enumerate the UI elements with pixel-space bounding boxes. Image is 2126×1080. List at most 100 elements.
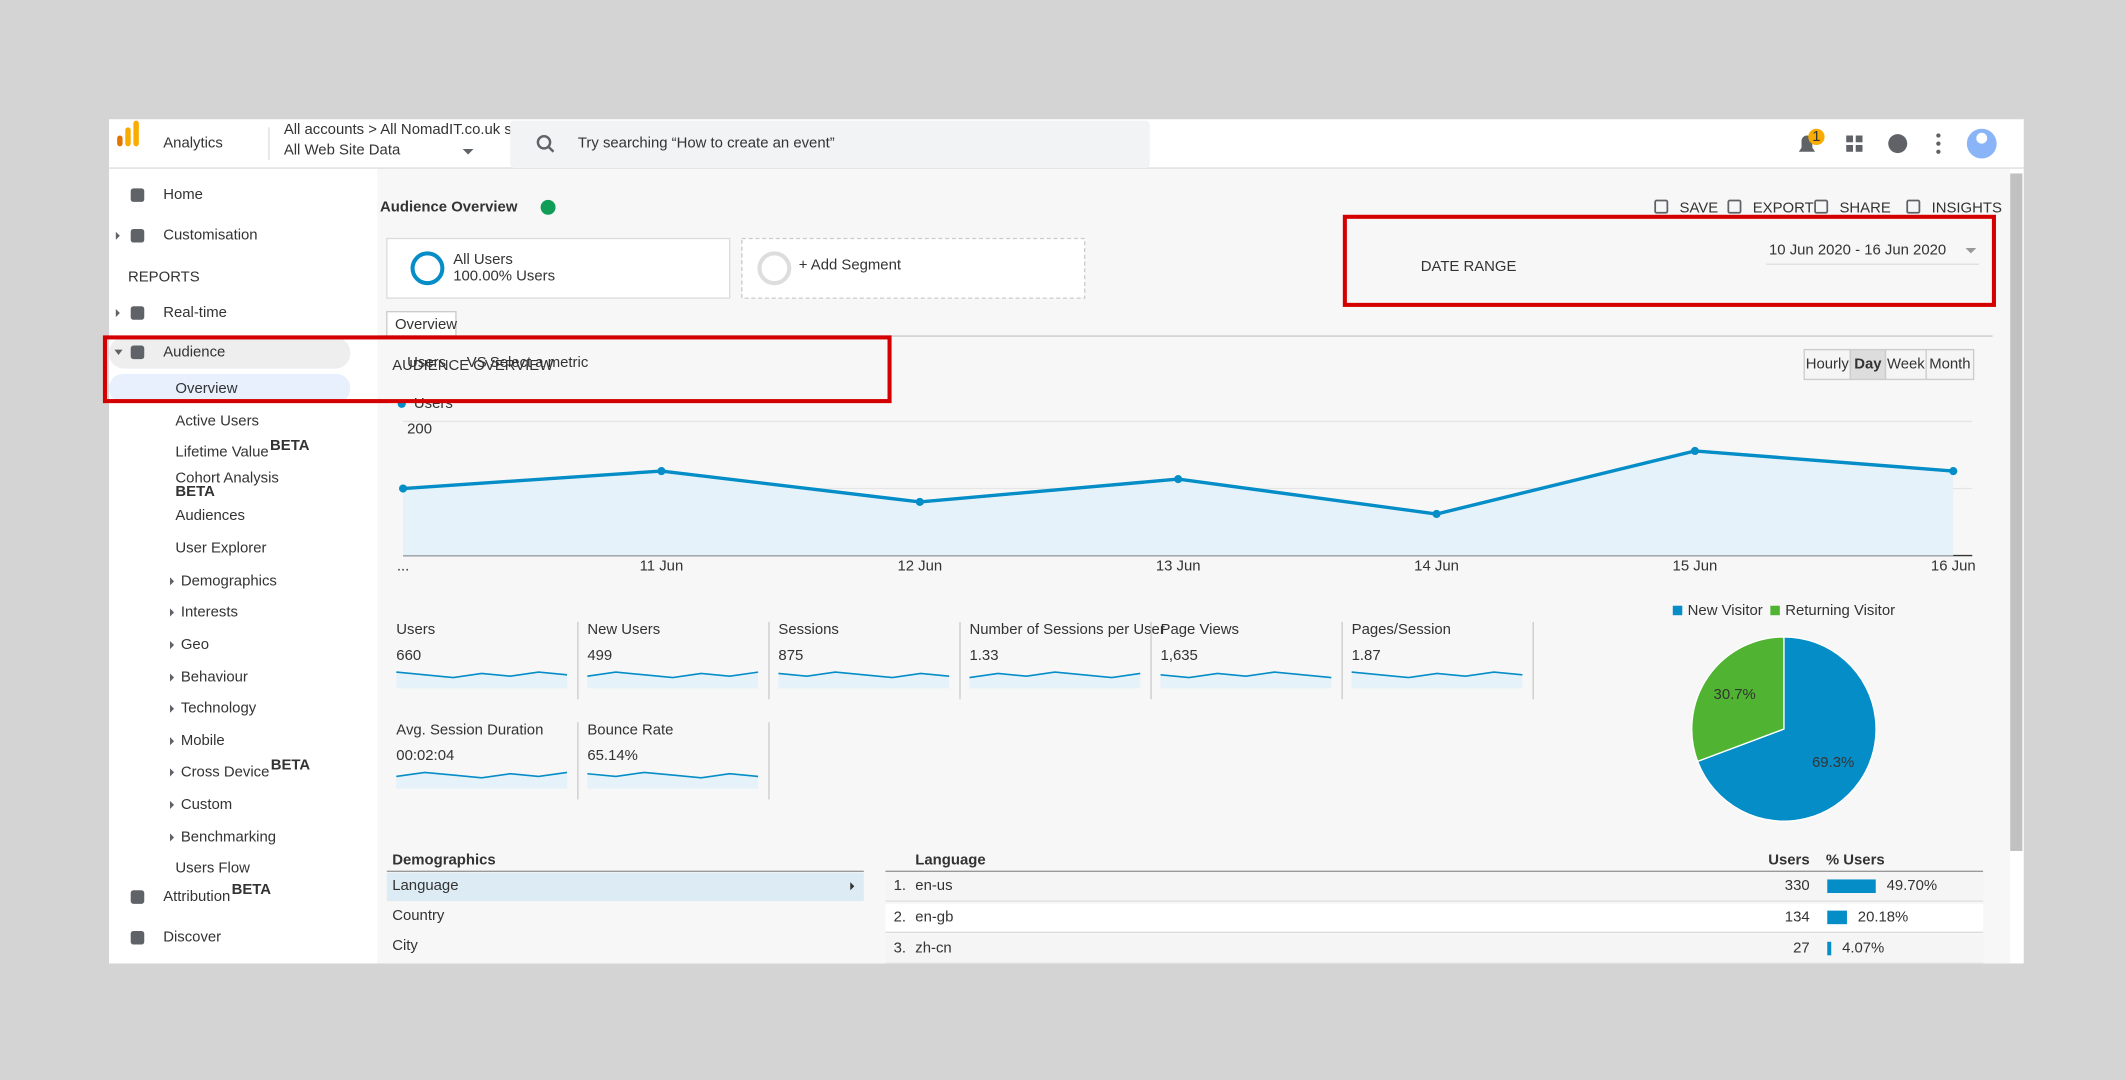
- nav-caret: [170, 704, 175, 713]
- nav-item[interactable]: Benchmarking: [181, 829, 276, 845]
- apps-icon: [1855, 144, 1863, 152]
- granularity-label: Hourly: [1806, 356, 1850, 372]
- percent-bar: [1827, 910, 1847, 925]
- sparkline: [396, 671, 568, 679]
- column-header: Language: [915, 852, 985, 868]
- segment-name: All Users: [453, 252, 513, 268]
- nav-item[interactable]: Real-time: [163, 305, 227, 321]
- nav-item[interactable]: Audience: [163, 344, 225, 360]
- granularity-button[interactable]: [1803, 348, 1851, 381]
- metric-selector[interactable]: Users: [407, 355, 446, 371]
- breadcrumb[interactable]: All accounts > All NomadIT.co.uk sites: [284, 122, 535, 138]
- point: [915, 497, 924, 506]
- nav-item[interactable]: Mobile: [181, 733, 225, 749]
- nav-icon: [130, 345, 145, 360]
- action-button[interactable]: SAVE: [1680, 201, 1719, 217]
- granularity-button[interactable]: [1925, 348, 1975, 381]
- language-link[interactable]: zh-cn: [915, 940, 951, 956]
- nav-caret: [115, 231, 120, 240]
- action-icon: [1727, 199, 1742, 214]
- apps-icon: [1855, 135, 1863, 143]
- app-name: Analytics: [163, 136, 223, 152]
- nav-item[interactable]: Custom: [181, 797, 232, 813]
- nav-item[interactable]: Discover: [163, 930, 221, 946]
- demographic-link[interactable]: City: [392, 938, 418, 954]
- metric-label: Page Views: [1161, 622, 1239, 638]
- nav-item[interactable]: User Explorer: [175, 541, 266, 557]
- action-button[interactable]: SHARE: [1839, 201, 1890, 217]
- nav-item[interactable]: Active Users: [175, 413, 259, 429]
- language-link[interactable]: en-gb: [915, 909, 953, 925]
- percent-label: 20.18%: [1858, 909, 1909, 925]
- point: [1949, 467, 1958, 476]
- metric-label: Sessions: [778, 622, 838, 638]
- search-box[interactable]: [510, 120, 1150, 169]
- table-row: [885, 903, 1984, 933]
- action-icon: [1654, 199, 1669, 214]
- property-selector[interactable]: All Web Site Data: [284, 142, 401, 158]
- more-icon: [1936, 149, 1941, 154]
- users-count: 330: [1785, 878, 1810, 894]
- nav-item[interactable]: Home: [163, 187, 203, 203]
- search-placeholder: Try searching “How to create an event”: [578, 136, 835, 152]
- metric-label: Number of Sessions per User: [969, 622, 1164, 638]
- pie-slice: [1696, 636, 1877, 822]
- overview-highlight: [109, 374, 351, 403]
- x-tick-label: 11 Jun: [640, 558, 684, 574]
- nav-item[interactable]: Lifetime Value: [175, 445, 268, 461]
- demographic-link[interactable]: Country: [392, 908, 445, 924]
- action-button[interactable]: INSIGHTS: [1932, 201, 2002, 217]
- nav-item[interactable]: Customisation: [163, 228, 257, 244]
- more-icon: [1936, 141, 1941, 146]
- nav-item[interactable]: Technology: [181, 701, 257, 717]
- point: [1690, 446, 1699, 456]
- segment-detail: 100.00% Users: [453, 268, 555, 284]
- metric-value: 660: [396, 648, 421, 664]
- metric-selector[interactable]: Select a metric: [490, 355, 589, 371]
- notification-badge: [1808, 128, 1825, 145]
- rank: 1.: [894, 878, 906, 894]
- nav-item[interactable]: Cohort Analysis: [175, 470, 278, 486]
- nav-item[interactable]: Interests: [181, 604, 238, 620]
- nav-item[interactable]: Users Flow: [175, 861, 250, 877]
- nav-item[interactable]: Behaviour: [181, 669, 248, 685]
- nav-icon: [130, 930, 145, 945]
- action-button[interactable]: EXPORT: [1753, 201, 1814, 217]
- rank: 2.: [894, 909, 906, 925]
- metric-label: Users: [396, 622, 435, 638]
- nav-item[interactable]: Attribution: [163, 889, 230, 905]
- nav-caret: [170, 640, 175, 650]
- metric-value: 1,635: [1161, 648, 1198, 664]
- sparkline-area: [396, 772, 568, 789]
- notification-count: 1: [1812, 129, 1820, 145]
- granularity-label: Day: [1854, 356, 1882, 372]
- nav-item[interactable]: Geo: [181, 637, 209, 653]
- x-tick-label: 16 Jun: [1931, 558, 1976, 574]
- nav-item[interactable]: Audiences: [175, 508, 245, 524]
- segment-ring: [410, 251, 445, 286]
- legend-swatch: [1770, 605, 1780, 616]
- segment-box[interactable]: [386, 237, 731, 299]
- add-segment-box[interactable]: [741, 237, 1086, 299]
- tab-label: Overview: [395, 317, 457, 333]
- apps-icon: [1846, 144, 1854, 152]
- demographic-link[interactable]: Language: [392, 878, 458, 894]
- x-tick-label: 14 Jun: [1414, 558, 1459, 574]
- nav-item[interactable]: Overview: [175, 381, 237, 397]
- language-link[interactable]: en-us: [915, 878, 952, 894]
- x-tick-label: ...: [397, 558, 409, 574]
- point: [399, 484, 408, 493]
- nav-caret: [170, 800, 175, 809]
- nav-caret: [114, 349, 123, 356]
- date-range[interactable]: 10 Jun 2020 - 16 Jun 2020: [1769, 243, 1946, 259]
- sparkline: [396, 771, 568, 779]
- granularity-button[interactable]: [1849, 348, 1887, 381]
- annotation: AUDIENCE OVERVIEW: [392, 358, 553, 374]
- nav-item[interactable]: Cross Device: [181, 764, 270, 780]
- nav-icon: [130, 229, 145, 243]
- verified-icon: [540, 199, 556, 215]
- annotation: DATE RANGE: [1421, 259, 1517, 275]
- nav-item[interactable]: Demographics: [181, 573, 277, 589]
- help-icon[interactable]: [1888, 134, 1908, 154]
- add-segment[interactable]: + Add Segment: [799, 258, 902, 274]
